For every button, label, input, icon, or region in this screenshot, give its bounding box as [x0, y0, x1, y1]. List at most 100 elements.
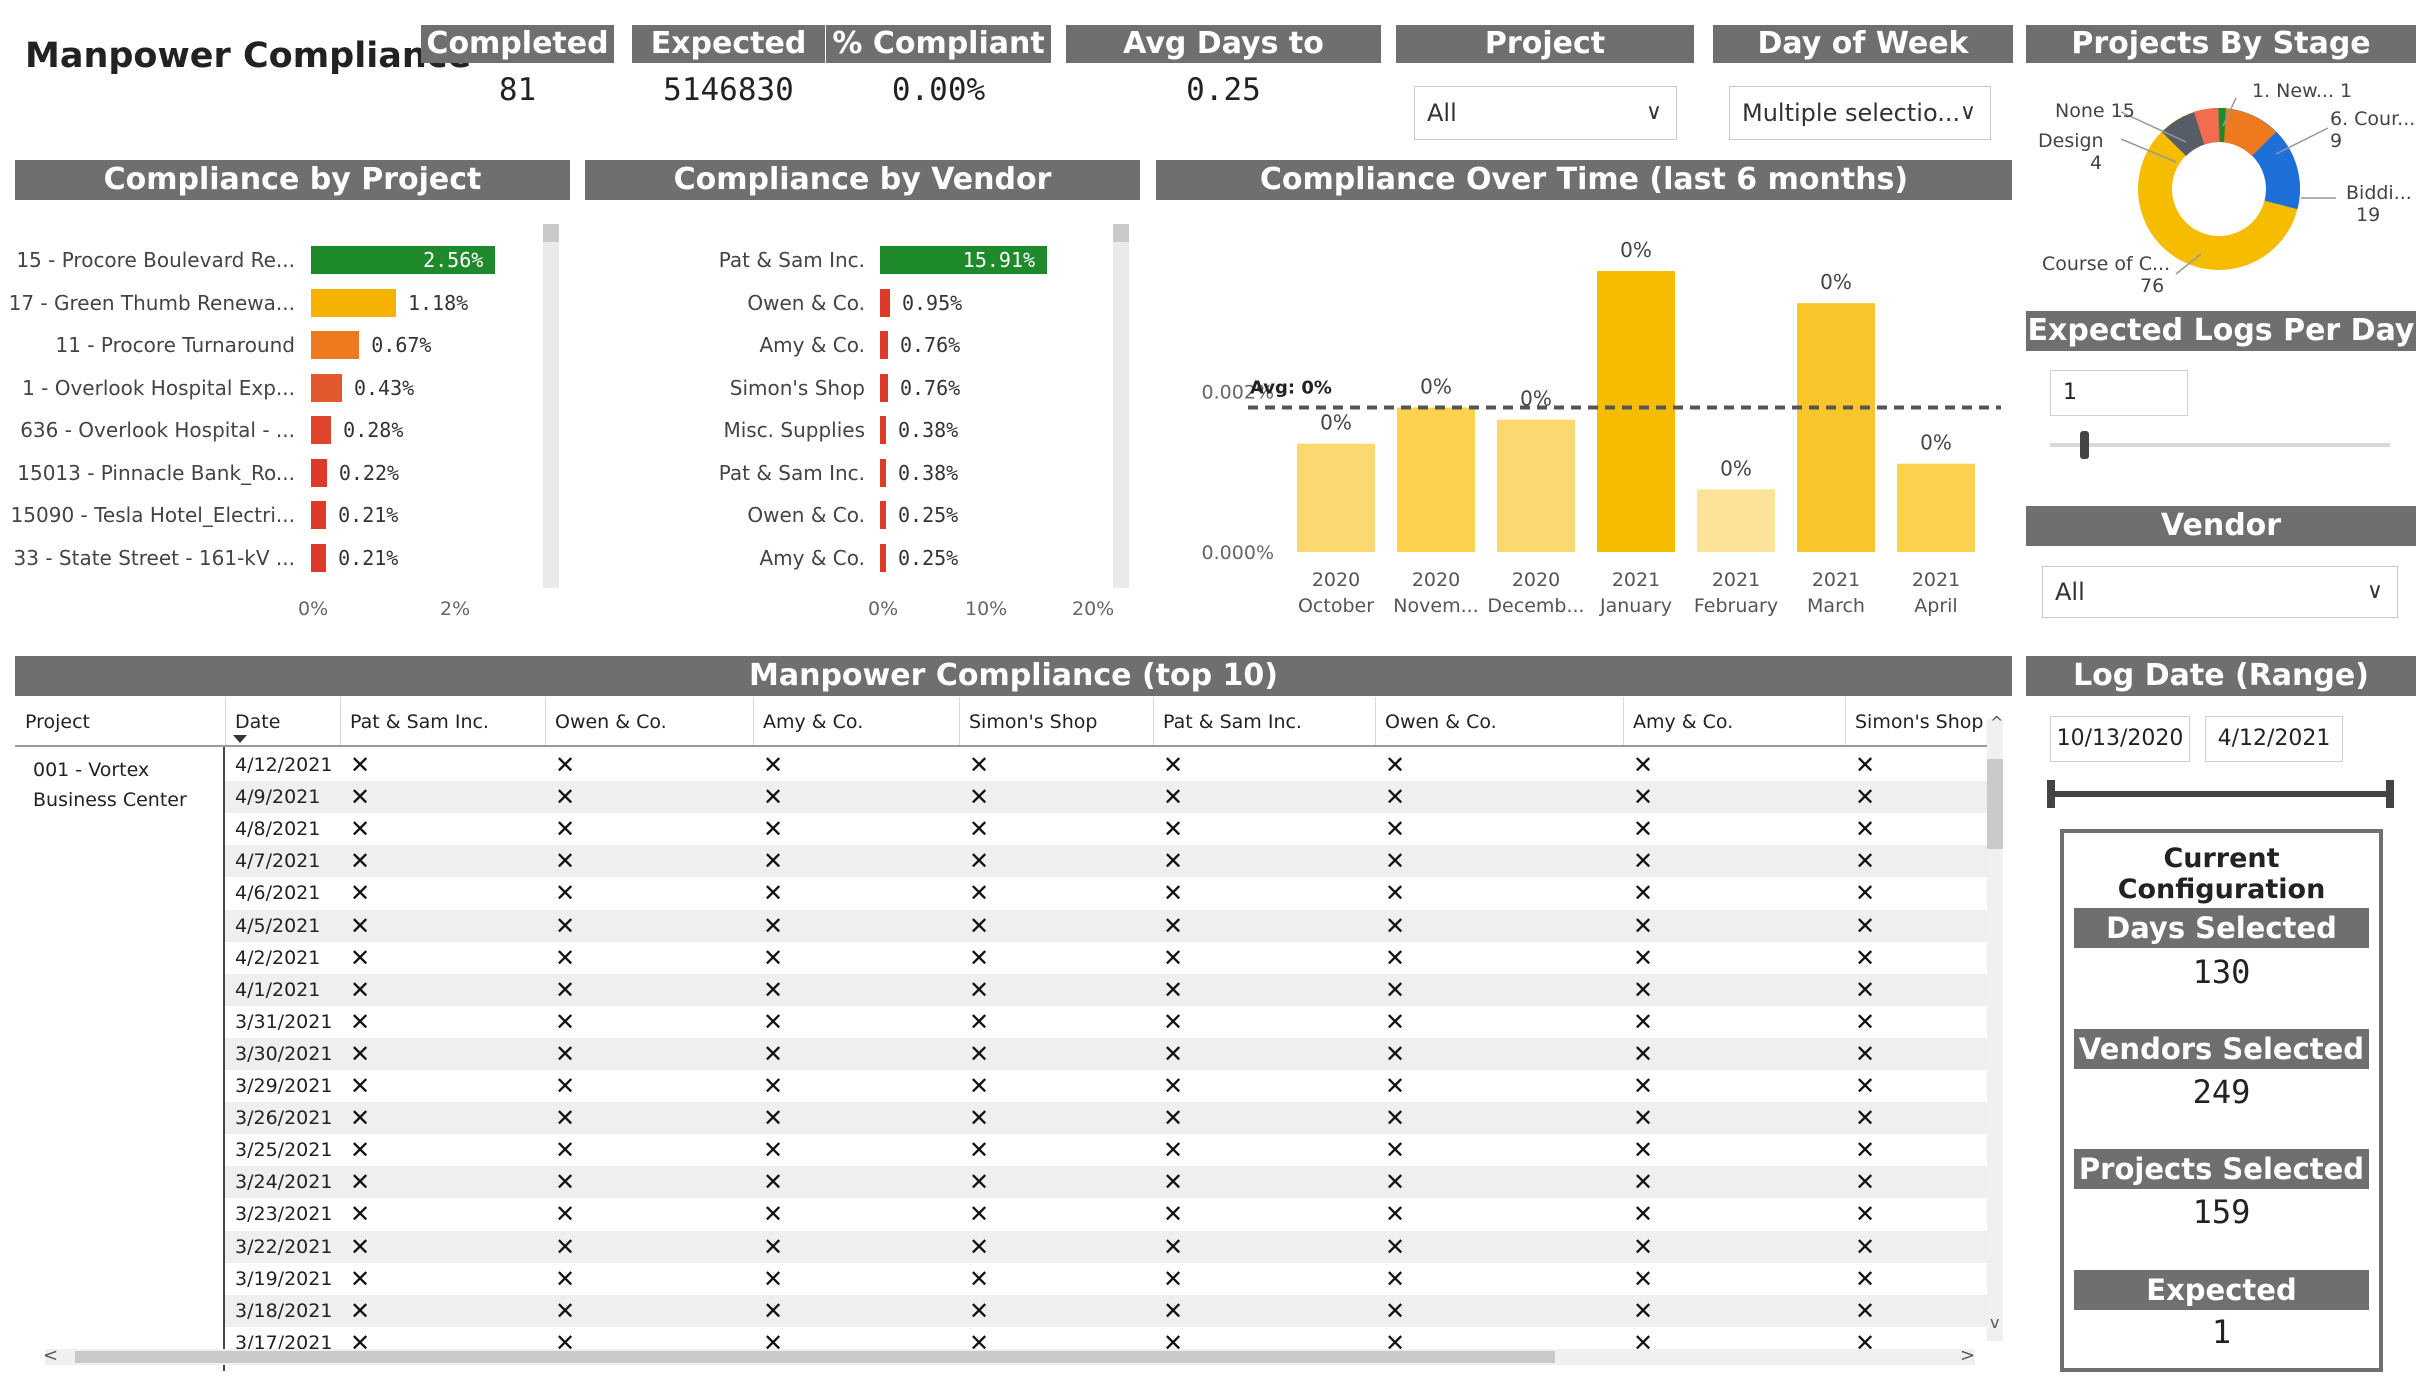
scroll-up-icon[interactable]: ^ — [1990, 713, 2004, 732]
project-scrollbar[interactable] — [543, 224, 559, 588]
donut-slice-design[interactable] — [2193, 108, 2220, 145]
project-label: 33 - State Street - 161-kV ... — [13, 545, 295, 570]
project-axis-tick: 2% — [440, 598, 471, 620]
status-x-icon: ✕ — [555, 1296, 576, 1325]
y-axis-tick: 0.000% — [1202, 542, 1274, 564]
scroll-right-icon[interactable]: > — [1960, 1345, 1976, 1366]
scroll-down-icon[interactable]: v — [1990, 1313, 2000, 1332]
vendor-bar[interactable] — [880, 501, 886, 529]
vendor-bar[interactable] — [880, 458, 886, 487]
vendor-bar[interactable] — [880, 246, 1048, 274]
vendor-scrollbar[interactable] — [1113, 224, 1129, 588]
status-x-icon: ✕ — [555, 879, 576, 908]
status-x-icon: ✕ — [969, 847, 990, 876]
time-bar[interactable] — [1697, 489, 1775, 552]
status-x-icon: ✕ — [555, 1136, 576, 1165]
table-column-header[interactable]: Simon's Shop — [969, 711, 1098, 733]
project-bar[interactable] — [311, 416, 332, 444]
time-bar[interactable] — [1597, 271, 1675, 552]
status-x-icon: ✕ — [555, 975, 576, 1004]
table-column-header[interactable]: Amy & Co. — [1633, 711, 1734, 733]
table-date-cell: 3/18/2021 — [235, 1299, 333, 1322]
project-bar[interactable] — [311, 543, 327, 572]
table-vertical-scrollbar[interactable] — [1987, 719, 2003, 1341]
time-bar[interactable] — [1397, 407, 1475, 552]
table-column-header[interactable]: Owen & Co. — [1385, 711, 1497, 733]
compliance-over-time-title: Compliance Over Time (last 6 months) — [1156, 160, 2012, 200]
project-scrollbar-thumb[interactable] — [543, 224, 559, 242]
vendor-dropdown[interactable]: All ∨ — [2042, 566, 2398, 618]
x-axis-year-label: 2021 — [1912, 569, 1960, 591]
day-of-week-dropdown-value: Multiple selectio... — [1742, 99, 1961, 127]
kpi-avg-days-label: Avg Days to Create — [1066, 25, 1381, 99]
time-bar[interactable] — [1297, 443, 1375, 552]
table-horizontal-scrollbar-thumb[interactable] — [75, 1351, 1555, 1363]
compliance-by-vendor-title: Compliance by Vendor — [585, 160, 1140, 200]
table-column-header[interactable]: Owen & Co. — [555, 711, 667, 733]
log-date-slider-track[interactable] — [2050, 791, 2390, 797]
expected-logs-slider-handle[interactable] — [2080, 431, 2089, 459]
project-dropdown[interactable]: All ∨ — [1414, 86, 1677, 140]
vendor-label: Misc. Supplies — [723, 418, 865, 442]
status-x-icon: ✕ — [1633, 1072, 1654, 1100]
vendor-dropdown-value: All — [2055, 578, 2085, 606]
status-x-icon: ✕ — [969, 1136, 990, 1165]
status-x-icon: ✕ — [969, 1296, 990, 1325]
vendor-bar[interactable] — [880, 416, 886, 444]
donut-slice-course[interactable] — [2218, 108, 2277, 157]
vendor-bar[interactable] — [880, 373, 888, 402]
table-column-header[interactable]: Pat & Sam Inc. — [1163, 711, 1302, 733]
time-bar[interactable] — [1797, 303, 1875, 552]
table-column-header[interactable]: Project — [25, 711, 91, 733]
table-column-header[interactable]: Pat & Sam Inc. — [350, 711, 489, 733]
status-x-icon: ✕ — [350, 815, 371, 844]
table-horizontal-scrollbar[interactable] — [45, 1349, 1975, 1365]
project-bar[interactable] — [311, 331, 360, 359]
project-bar[interactable] — [311, 501, 327, 529]
table-column-header[interactable]: Date — [235, 711, 281, 733]
status-x-icon: ✕ — [969, 1200, 990, 1229]
project-bar[interactable] — [311, 373, 342, 402]
table-column-header[interactable]: Simon's Shop — [1855, 711, 1984, 733]
time-bar-data-label: 0% — [1920, 431, 1952, 455]
day-of-week-dropdown[interactable]: Multiple selectio... ∨ — [1729, 86, 1991, 140]
time-bar[interactable] — [1497, 419, 1575, 552]
expected-logs-slider-track[interactable] — [2050, 443, 2390, 447]
status-x-icon: ✕ — [969, 879, 990, 908]
project-bar[interactable] — [311, 246, 496, 274]
status-x-icon: ✕ — [763, 1104, 784, 1133]
expected-logs-input[interactable]: 1 — [2050, 370, 2188, 416]
vendor-scrollbar-thumb[interactable] — [1113, 224, 1129, 242]
time-bar-data-label: 0% — [1720, 456, 1752, 480]
scroll-left-icon[interactable]: < — [43, 1345, 59, 1366]
log-date-start-input[interactable]: 10/13/2020 — [2050, 716, 2190, 762]
project-bar[interactable] — [311, 458, 327, 487]
table-column-header[interactable]: Amy & Co. — [763, 711, 864, 733]
status-x-icon: ✕ — [555, 943, 576, 972]
vendor-label: Amy & Co. — [759, 333, 865, 357]
project-bar[interactable] — [311, 288, 396, 317]
log-date-end-input[interactable]: 4/12/2021 — [2205, 716, 2343, 762]
time-bar[interactable] — [1897, 463, 1975, 552]
table-vertical-scrollbar-thumb[interactable] — [1987, 759, 2003, 849]
column-divider — [753, 697, 754, 745]
vendor-bar[interactable] — [880, 543, 886, 572]
sort-desc-icon[interactable] — [233, 735, 247, 743]
status-x-icon: ✕ — [1633, 975, 1654, 1004]
status-x-icon: ✕ — [350, 943, 371, 972]
projects-selected-label: Projects Selected — [2074, 1149, 2369, 1189]
status-x-icon: ✕ — [1855, 751, 1876, 779]
status-x-icon: ✕ — [969, 1232, 990, 1261]
log-date-slider-start-handle[interactable] — [2047, 780, 2055, 808]
vendor-bar[interactable] — [880, 288, 890, 317]
status-x-icon: ✕ — [1385, 1328, 1406, 1357]
vendor-bar[interactable] — [880, 331, 888, 359]
status-x-icon: ✕ — [763, 847, 784, 876]
status-x-icon: ✕ — [350, 1007, 371, 1036]
projects-by-stage-donut[interactable] — [2026, 64, 2416, 309]
table-date-cell: 3/17/2021 — [235, 1331, 333, 1354]
log-date-slider-end-handle[interactable] — [2386, 780, 2394, 808]
status-x-icon: ✕ — [1385, 1136, 1406, 1165]
kpi-completed-value: 81 — [498, 72, 537, 108]
status-x-icon: ✕ — [1633, 815, 1654, 844]
